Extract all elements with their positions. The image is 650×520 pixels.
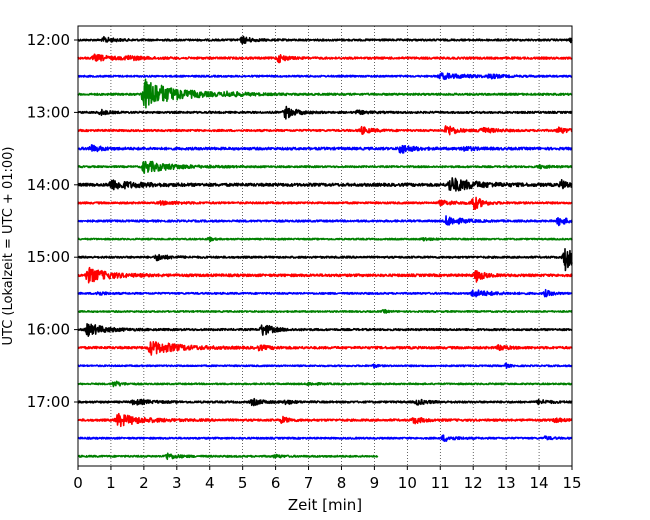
seismogram-trace: [77, 160, 573, 174]
x-tick-label: 11: [431, 474, 450, 492]
seismogram-trace: [77, 397, 573, 407]
x-tick-label: 4: [205, 474, 215, 492]
seismogram-trace: [77, 72, 573, 81]
x-tick-label: 10: [398, 474, 417, 492]
x-tick-label: 0: [73, 474, 83, 492]
x-tick-label: 13: [497, 474, 516, 492]
y-axis-label: UTC (Lokalzeit = UTC + 01:00): [1, 147, 16, 346]
x-tick-label: 3: [172, 474, 182, 492]
grid-lines: [110, 26, 540, 466]
seismogram-trace: [77, 53, 573, 64]
y-tick-label: 14:00: [27, 176, 70, 194]
y-tick-label: 16:00: [27, 321, 70, 339]
y-tick-label: 13:00: [27, 103, 70, 121]
x-tick-label: 1: [106, 474, 116, 492]
x-tick-label: 7: [304, 474, 314, 492]
seismogram-trace: [77, 248, 573, 272]
x-tick-label: 14: [530, 474, 549, 492]
seismogram-trace: [77, 341, 573, 356]
plot-frame: [77, 25, 573, 467]
seismogram-trace: [77, 266, 573, 284]
seismogram-trace: [77, 196, 573, 211]
seismogram-trace: [77, 125, 573, 136]
x-tick-label: 2: [139, 474, 149, 492]
seismogram-trace: [77, 288, 573, 298]
x-axis-ticks: 0 1 2 3 4 5 6 7 8 9 10 11 12 13 14 15: [73, 466, 582, 492]
x-tick-label: 15: [562, 474, 581, 492]
seismogram-trace: [77, 78, 573, 109]
x-tick-label: 12: [464, 474, 483, 492]
y-tick-label: 17:00: [27, 393, 70, 411]
y-tick-label: 15:00: [27, 248, 70, 266]
seismogram-trace: [77, 144, 573, 154]
x-tick-label: 8: [337, 474, 347, 492]
seismogram-trace: [77, 308, 573, 314]
x-tick-label: 5: [238, 474, 248, 492]
x-axis-label: Zeit [min]: [288, 496, 362, 514]
seismogram-trace: [77, 434, 573, 443]
seismogram-trace: [77, 323, 573, 337]
seismogram-trace: [77, 236, 573, 243]
x-tick-label: 6: [271, 474, 281, 492]
seismogram-traces: [77, 35, 573, 461]
seismogram-trace: [77, 380, 573, 388]
y-axis-ticks: 12:00 13:00 14:00 15:00 16:00 17:00: [27, 31, 78, 411]
seismogram-trace: [77, 35, 573, 45]
seismogram-trace: [77, 452, 379, 461]
x-tick-label: 9: [370, 474, 380, 492]
seismogram-trace: [77, 177, 573, 192]
seismogram-trace: [77, 215, 573, 227]
seismogram-trace: [77, 412, 573, 428]
y-tick-label: 12:00: [27, 31, 70, 49]
seismogram-trace: [77, 105, 573, 120]
seismogram-trace: [77, 362, 573, 369]
